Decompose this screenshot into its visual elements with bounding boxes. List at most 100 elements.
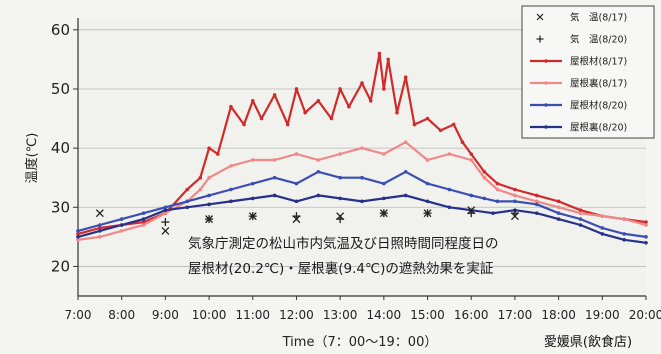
data-point-x [95,209,104,218]
data-point [534,211,539,215]
data-point [198,187,203,192]
data-point [622,232,626,236]
data-point [403,169,408,174]
data-point [329,116,334,121]
data-point [272,193,277,198]
data-point [229,164,233,168]
y-tick-label: 60 [51,21,70,39]
data-point [250,196,255,201]
x-tick-label: 18:00 [541,308,576,322]
data-point [294,199,299,204]
data-point [403,193,408,198]
data-point [644,235,648,239]
series-5 [161,209,519,227]
legend-item: 気 温(8/20) [536,34,627,46]
x-tick-label: 12:00 [279,308,314,322]
data-point [438,128,443,133]
marker-stroke [95,209,104,218]
data-point [403,75,408,79]
data-point [513,187,517,192]
data-point [377,51,382,56]
data-point [556,199,561,204]
data-point [395,110,399,115]
data-point [495,181,500,186]
data-point [460,140,465,145]
data-point [119,229,124,233]
data-point [250,158,255,162]
data-point [534,193,539,198]
data-point-plus [336,215,345,224]
data-point-plus [379,209,388,218]
data-point [76,232,80,236]
data-point [285,122,290,127]
data-point [622,238,626,242]
data-point [382,87,386,91]
legend-label: 気 温(8/17) [570,12,627,24]
footer-label: 愛媛県(飲食店) [544,334,632,350]
data-point [316,169,321,174]
legend-swatch-dot [544,59,548,63]
data-point-plus [423,209,432,218]
data-point [578,217,583,221]
data-point [578,211,583,215]
data-point [491,211,495,215]
x-tick-label: 17:00 [498,308,533,322]
series-1 [76,140,648,242]
data-point [482,175,487,180]
data-point [469,193,474,198]
data-point [513,199,517,204]
x-tick-label: 9:00 [152,308,179,322]
data-point [316,158,321,162]
data-point [482,169,487,174]
series-2 [76,169,648,239]
x-tick-label: 15:00 [410,308,445,322]
data-point [163,208,168,213]
data-point [338,175,342,180]
data-point [185,205,190,210]
data-point [644,223,648,227]
data-point-plus [467,209,476,218]
data-point [360,146,364,150]
legend-swatch-dot [544,103,548,107]
data-point [425,116,430,121]
data-point [347,104,351,109]
data-point [250,181,255,186]
data-point [141,220,146,224]
x-tick-labels: 7:00 8:00 9:00 10:00 11:00 12:00 13:00 14:00 15:… [65,296,661,322]
data-point [578,223,583,227]
y-tick-label: 40 [51,139,70,157]
marker-stroke [161,226,170,235]
data-point [360,175,364,180]
series-3 [76,193,648,245]
data-point [229,187,233,192]
legend-label: 屋根裏(8/20) [570,122,627,134]
data-point [272,93,277,97]
data-point-plus [248,212,257,221]
data-point [495,187,500,192]
data-point [451,122,456,127]
legend-item: 気 温(8/17) [536,12,627,24]
data-point [141,211,146,215]
data-point [229,199,233,204]
data-point [98,226,102,230]
legend: 気 温(8/17) 気 温(8/20) 屋根材(8/17) 屋根裏(8/17) 屋根材(… [521,5,655,139]
x-tick-label: 14:00 [367,308,402,322]
x-tick-label: 13:00 [323,308,358,322]
data-point [98,235,102,239]
data-point [556,205,561,210]
y-tick-labels: 20 30 40 50 60 [51,21,78,275]
legend-swatch-dot [544,81,548,85]
data-point [644,240,648,245]
data-point [76,238,80,242]
legend-item: 屋根材(8/17) [530,56,627,68]
legend-label: 屋根裏(8/17) [570,78,627,90]
y-tick-label: 20 [51,257,70,275]
data-point [447,187,452,192]
legend-box [521,5,655,139]
data-point [447,152,452,156]
data-point [207,193,211,198]
data-point [163,205,168,210]
data-point [198,175,203,180]
data-point [207,202,211,207]
